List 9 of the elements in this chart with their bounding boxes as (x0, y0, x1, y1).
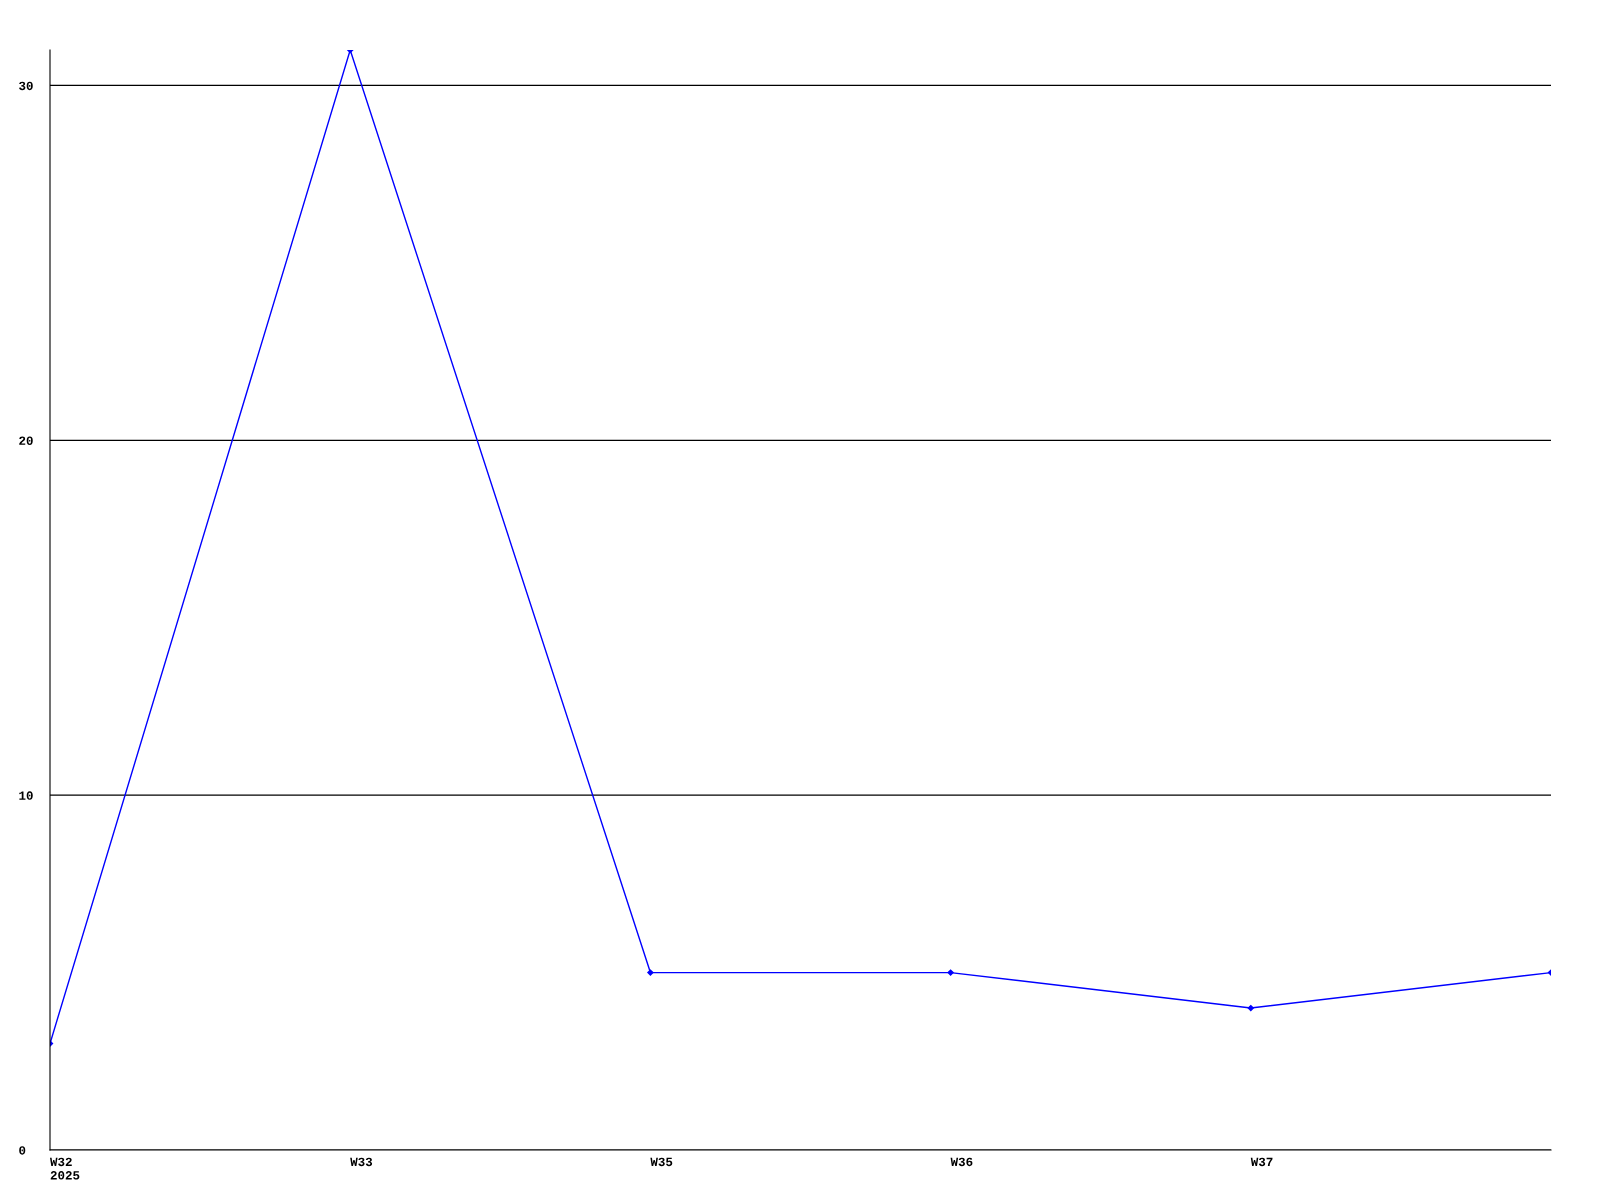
y-tick-label: 10 (19, 791, 33, 800)
y-tick-label: 20 (19, 436, 33, 445)
x-tick-label: W33 (350, 1157, 373, 1167)
x-tick-label: W35 (650, 1157, 673, 1167)
x-tick-label: W32 2025 (50, 1157, 80, 1180)
y-tick-label: 30 (19, 81, 33, 91)
x-tick-label: W36 (950, 1157, 973, 1167)
y-tick-label: 0 (19, 1146, 26, 1155)
x-tick-label: W37 (1250, 1157, 1273, 1167)
